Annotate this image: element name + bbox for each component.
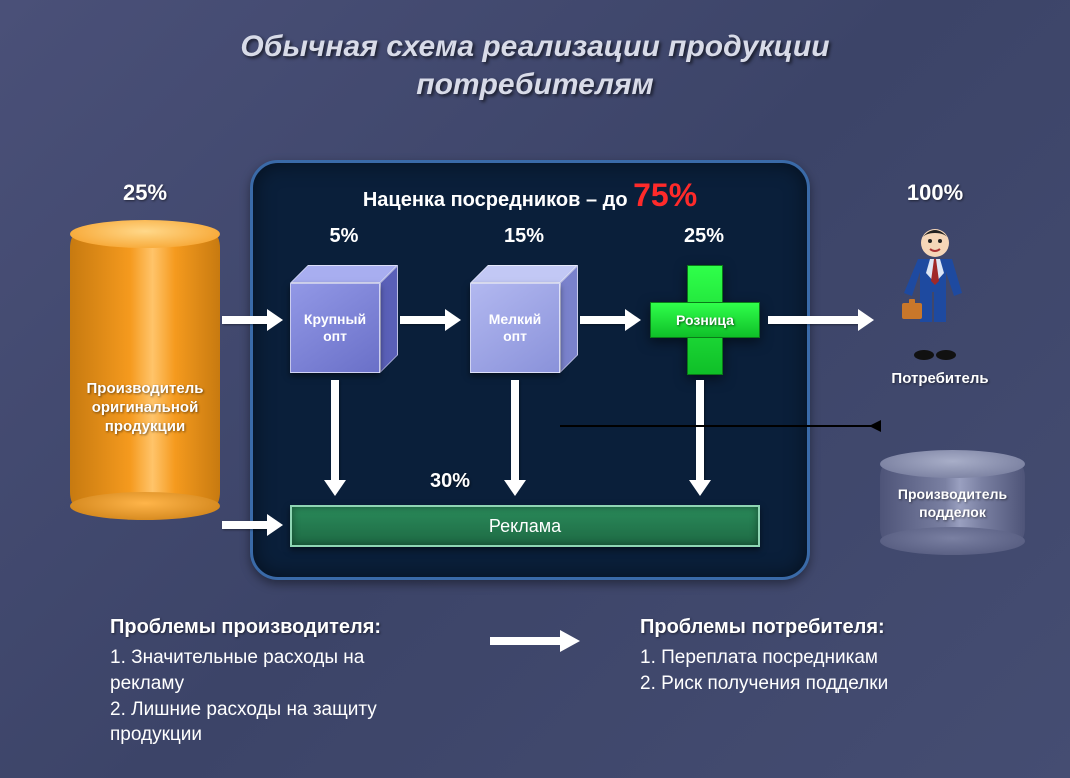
slide-title: Обычная схема реализации продукции потре…: [0, 0, 1070, 103]
title-line2: потребителям: [416, 68, 653, 101]
retail-cross: Розница: [650, 265, 760, 375]
diagram-stage: 25% Производитель оригинальной продукции…: [0, 150, 1070, 610]
ad-bar: Реклама: [290, 505, 760, 547]
panel-title-prefix: Наценка посредников – до: [363, 189, 633, 211]
ad-label: Реклама: [489, 516, 561, 537]
producer-label-3: продукции: [105, 418, 185, 435]
producer-problem-2: Лишние расходы на защиту продукции: [110, 697, 430, 748]
consumer-pct: 100%: [880, 180, 990, 206]
consumer-problem-1: Переплата посредникам: [640, 645, 960, 671]
cube1-l1: Мелкий: [489, 311, 542, 327]
fake-l2: подделок: [919, 504, 986, 520]
cube1-l2: опт: [503, 328, 527, 344]
arrow-fake-to-chain: [560, 425, 880, 427]
consumer-problems-title: Проблемы потребителя:: [640, 616, 960, 639]
consumer-icon: [890, 225, 980, 365]
panel-title: Наценка посредников – до 75%: [253, 177, 807, 214]
producer-pct: 25%: [70, 180, 220, 206]
consumer-label: Потребитель: [860, 370, 1020, 387]
producer-problems: Проблемы производителя: Значительные рас…: [110, 616, 430, 748]
producer-problem-1: Значительные расходы на рекламу: [110, 645, 430, 696]
node-pct-2: 25%: [650, 225, 758, 248]
panel-title-big: 75%: [633, 177, 697, 213]
cube0-l2: опт: [323, 328, 347, 344]
producer-cylinder: Производитель оригинальной продукции: [70, 220, 220, 520]
ad-pct: 30%: [430, 470, 470, 493]
consumer-problems-list: Переплата посредникам Риск получения под…: [640, 645, 960, 696]
cube-small-wholesale: Мелкийопт: [470, 265, 578, 373]
problems-arrow: [490, 616, 580, 652]
producer-label-2: оригинальной: [92, 399, 199, 416]
consumer-problem-2: Риск получения подделки: [640, 671, 960, 697]
fake-cylinder: Производитель подделок: [880, 450, 1025, 555]
producer-label-1: Производитель: [87, 380, 204, 397]
cube-large-wholesale: Крупныйопт: [290, 265, 398, 373]
cross-label: Розница: [676, 312, 734, 328]
problems-row: Проблемы производителя: Значительные рас…: [0, 616, 1070, 748]
cube0-l1: Крупный: [304, 311, 366, 327]
producer-problems-list: Значительные расходы на рекламу Лишние р…: [110, 645, 430, 748]
title-line1: Обычная схема реализации продукции: [240, 30, 829, 63]
node-pct-1: 15%: [470, 225, 578, 248]
node-pct-0: 5%: [290, 225, 398, 248]
consumer-problems: Проблемы потребителя: Переплата посредни…: [640, 616, 960, 696]
fake-l1: Производитель: [898, 486, 1007, 502]
producer-problems-title: Проблемы производителя:: [110, 616, 430, 639]
